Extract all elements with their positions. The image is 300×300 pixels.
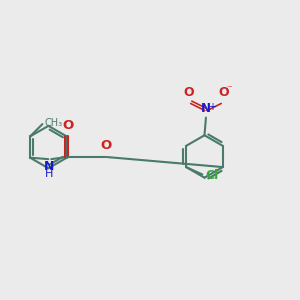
Text: O: O: [101, 139, 112, 152]
Text: O: O: [183, 86, 194, 99]
Text: CH₃: CH₃: [44, 118, 63, 128]
Text: ⁻: ⁻: [226, 85, 232, 94]
Text: O: O: [62, 119, 74, 132]
Text: N: N: [201, 102, 211, 115]
Text: N: N: [44, 160, 54, 173]
Text: H: H: [44, 169, 53, 179]
Text: +: +: [208, 102, 215, 112]
Text: Cl: Cl: [206, 169, 219, 182]
Text: O: O: [218, 86, 229, 99]
